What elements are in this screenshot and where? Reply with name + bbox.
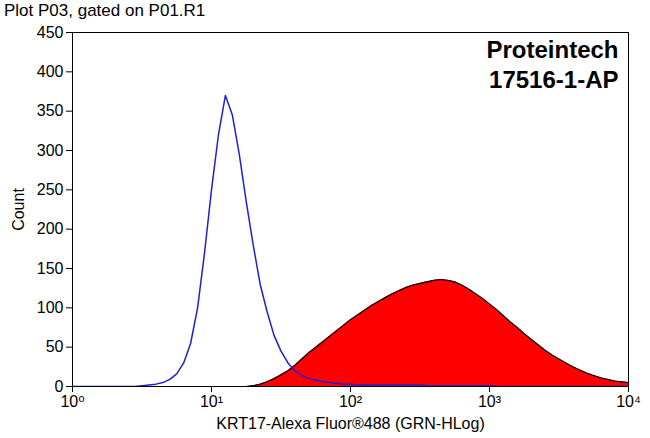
svg-text:0: 0 [54,377,64,395]
svg-text:100: 100 [37,299,64,316]
svg-text:450: 450 [37,24,64,41]
svg-text:250: 250 [37,181,64,198]
svg-text:350: 350 [37,102,64,119]
svg-text:Count: Count [10,188,27,231]
html-text:Plot P03, gated on P01.R1: Plot P03, gated on P01.R1 [4,1,206,20]
svg-text:Proteintech: Proteintech [486,36,618,63]
svg-text:150: 150 [37,260,64,277]
svg-text:300: 300 [37,142,64,159]
svg-text:400: 400 [37,63,64,80]
svg-text:17516-1-AP: 17516-1-AP [489,66,618,93]
svg-text:50: 50 [46,338,64,355]
svg-text:10⁴: 10⁴ [616,393,641,410]
svg-text:KRT17-Alexa Fluor®488 (GRN-HLo: KRT17-Alexa Fluor®488 (GRN-HLog) [216,415,484,432]
svg-text:10²: 10² [339,393,363,410]
svg-text:10¹: 10¹ [200,393,223,410]
svg-text:10⁰: 10⁰ [60,393,84,410]
svg-text:10³: 10³ [478,393,502,410]
svg-text:200: 200 [37,220,64,237]
